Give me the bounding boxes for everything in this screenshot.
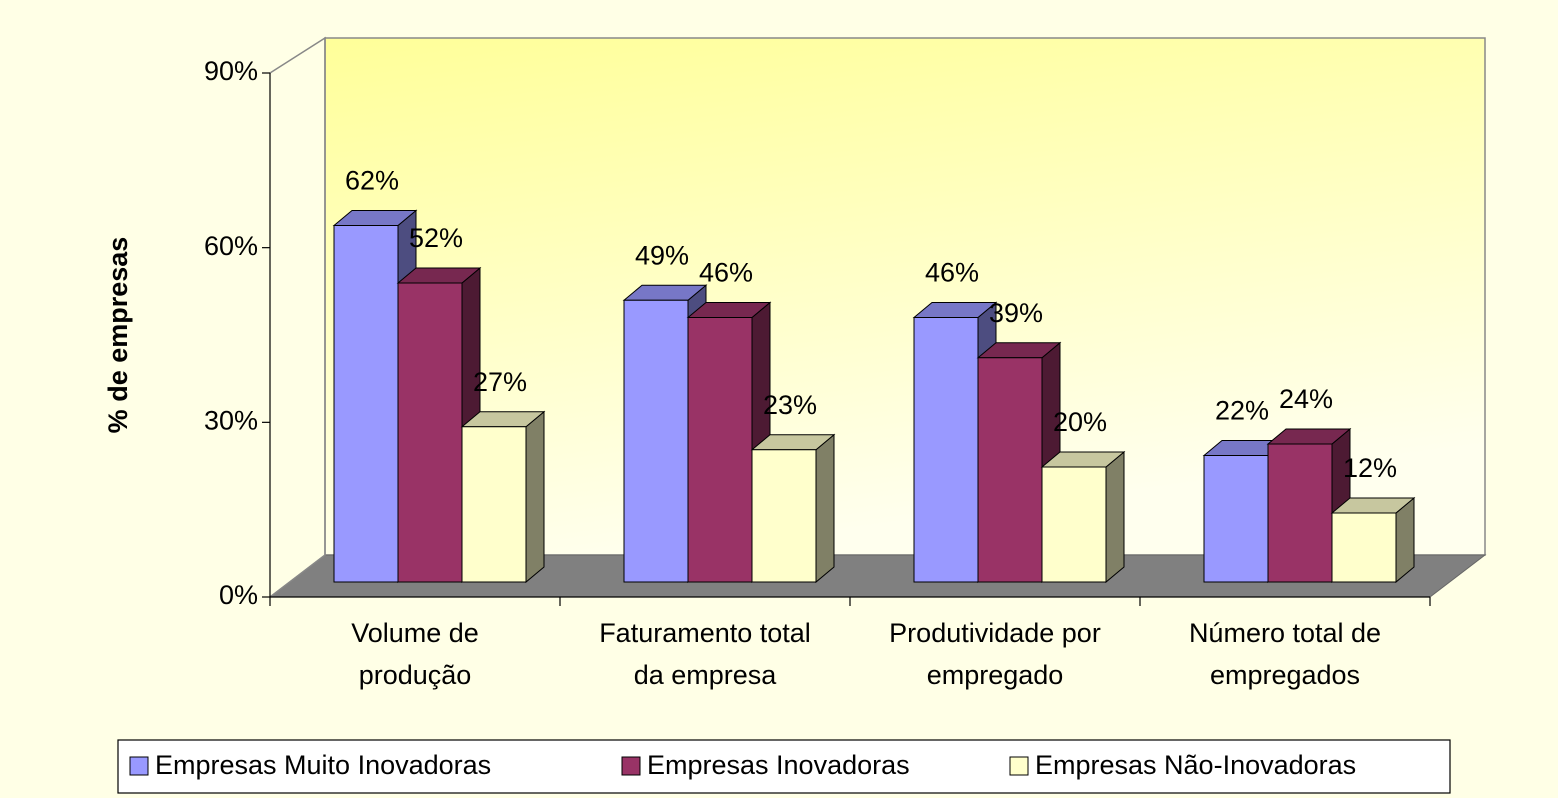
x-tick-label: empregado: [927, 660, 1064, 690]
data-label: 22%: [1215, 396, 1269, 426]
data-label: 12%: [1343, 453, 1397, 483]
x-tick-label: empregados: [1210, 660, 1360, 690]
y-tick-label: 60%: [204, 231, 258, 261]
y-tick-label: 90%: [204, 56, 258, 86]
data-label: 27%: [473, 367, 527, 397]
bar: [397, 282, 463, 583]
data-label: 39%: [989, 298, 1043, 328]
bar: [1203, 455, 1269, 583]
x-tick-label: produção: [359, 660, 472, 690]
data-label: 46%: [925, 258, 979, 288]
data-label: 23%: [763, 390, 817, 420]
legend-label: Empresas Inovadoras: [647, 750, 910, 780]
data-label: 49%: [635, 240, 689, 270]
bar: [751, 449, 817, 583]
side-wall: [269, 36, 326, 598]
bar: [333, 225, 399, 583]
bar: [687, 317, 753, 583]
y-tick-label: 30%: [204, 405, 258, 435]
data-label: 20%: [1053, 407, 1107, 437]
x-tick-label: da empresa: [634, 660, 778, 690]
bar-side: [815, 433, 835, 584]
data-label: 52%: [409, 223, 463, 253]
y-tick-label: 0%: [219, 580, 258, 610]
bar: [977, 357, 1043, 583]
legend-swatch: [621, 756, 641, 776]
bar: [623, 299, 689, 583]
legend-swatch: [1009, 756, 1029, 776]
bar-side: [525, 410, 545, 584]
x-tick-label: Faturamento total: [599, 618, 811, 648]
data-label: 24%: [1279, 384, 1333, 414]
legend-swatch: [129, 756, 149, 776]
bar: [1041, 466, 1107, 583]
legend-label: Empresas Não-Inovadoras: [1035, 750, 1356, 780]
data-label: 62%: [345, 166, 399, 196]
y-axis-label: % de empresas: [103, 237, 133, 434]
x-tick-label: Volume de: [351, 618, 479, 648]
bar: [1267, 443, 1333, 583]
bar-side: [1105, 450, 1125, 584]
bar: [461, 426, 527, 583]
x-tick-label: Número total de: [1189, 618, 1381, 648]
bar: [913, 317, 979, 583]
data-label: 46%: [699, 258, 753, 288]
x-tick-label: Produtividade por: [889, 618, 1101, 648]
bar: [1331, 512, 1397, 583]
legend-box: [117, 739, 1451, 794]
legend-label: Empresas Muito Inovadoras: [155, 750, 491, 780]
